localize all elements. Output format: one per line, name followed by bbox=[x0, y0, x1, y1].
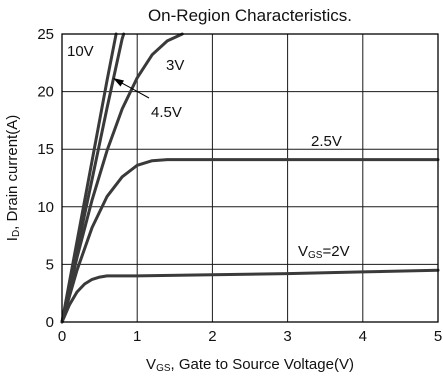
x-axis-label: VGS, Gate to Source Voltage(V) bbox=[146, 356, 354, 374]
y-tick-label: 20 bbox=[37, 84, 54, 101]
y-tick-label: 5 bbox=[46, 256, 54, 273]
x-tick-label: 0 bbox=[58, 328, 66, 345]
series-line-3v bbox=[60, 32, 184, 324]
y-tick-label: 15 bbox=[37, 141, 54, 158]
x-tick-label: 5 bbox=[434, 328, 442, 345]
y-tick-label: 0 bbox=[46, 314, 54, 331]
label-10v: 10V bbox=[67, 43, 94, 60]
x-tick-label: 3 bbox=[283, 328, 291, 345]
x-tick-label: 1 bbox=[133, 328, 141, 345]
plot-frame bbox=[61, 33, 439, 323]
grid-lines bbox=[62, 34, 438, 322]
y-axis-ticks: 0 5 10 15 20 25 bbox=[37, 26, 54, 331]
label-4-5v-leader bbox=[119, 81, 150, 99]
y-tick-label: 10 bbox=[37, 199, 54, 216]
label-4-5v-arrowhead bbox=[113, 78, 124, 87]
x-tick-label: 4 bbox=[359, 328, 367, 345]
label-2-5v: 2.5V bbox=[311, 133, 342, 150]
y-tick-label: 25 bbox=[37, 26, 54, 43]
data-series bbox=[60, 32, 440, 324]
x-axis-ticks: 0 1 2 3 4 5 bbox=[58, 328, 442, 345]
series-line-2-5v bbox=[60, 158, 440, 324]
chart-title: On-Region Characteristics. bbox=[148, 6, 352, 25]
series-line-vgs-2v bbox=[60, 268, 440, 324]
label-4-5v: 4.5V bbox=[151, 104, 182, 121]
label-vgs-2v: VGS=2V bbox=[298, 243, 350, 261]
label-3v: 3V bbox=[166, 57, 184, 74]
x-tick-label: 2 bbox=[208, 328, 216, 345]
y-axis-label: ID, Drain current(A) bbox=[4, 115, 22, 241]
